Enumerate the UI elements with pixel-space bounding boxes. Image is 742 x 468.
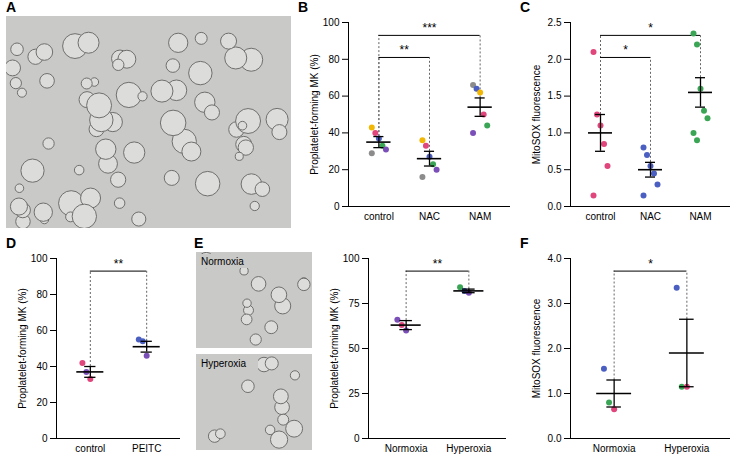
svg-text:2.0: 2.0 (548, 343, 562, 354)
svg-text:Normoxia: Normoxia (385, 443, 428, 454)
svg-text:Hyperoxia: Hyperoxia (446, 443, 491, 454)
html-text:B: B (298, 0, 309, 15)
svg-text:20: 20 (328, 164, 340, 175)
svg-text:1.0: 1.0 (548, 127, 562, 138)
svg-text:***: *** (422, 21, 436, 35)
html-text:A: A (6, 0, 17, 15)
svg-text:*: * (623, 43, 628, 57)
svg-text:25: 25 (348, 388, 360, 399)
svg-text:Normoxia: Normoxia (593, 443, 636, 454)
svg-text:*: * (648, 21, 653, 35)
svg-text:Proplatelet-forming MK (%): Proplatelet-forming MK (%) (329, 288, 340, 409)
svg-text:Hyperoxia: Hyperoxia (201, 358, 246, 369)
svg-text:0: 0 (334, 201, 340, 212)
svg-text:60: 60 (36, 325, 48, 336)
svg-text:100: 100 (343, 253, 360, 264)
svg-text:control: control (585, 211, 615, 222)
html-text:E: E (194, 235, 204, 251)
svg-text:Hyperoxia: Hyperoxia (664, 443, 709, 454)
svg-text:0: 0 (354, 433, 360, 444)
html-text:F: F (520, 235, 529, 251)
svg-text:MitoSOX fluorescence: MitoSOX fluorescence (531, 298, 542, 398)
svg-text:1.0: 1.0 (548, 388, 562, 399)
svg-text:40: 40 (328, 127, 340, 138)
svg-text:Proplatelet-forming MK (%): Proplatelet-forming MK (%) (309, 54, 320, 175)
svg-text:NAM: NAM (469, 211, 491, 222)
svg-text:*: * (648, 257, 653, 271)
svg-text:2.0: 2.0 (548, 54, 562, 65)
svg-text:Normoxia: Normoxia (201, 256, 244, 267)
svg-text:1.5: 1.5 (548, 90, 562, 101)
svg-text:**: ** (114, 257, 124, 271)
svg-text:NAC: NAC (419, 211, 440, 222)
svg-text:80: 80 (328, 54, 340, 65)
svg-text:MitoSOX fluorescence: MitoSOX fluorescence (531, 64, 542, 164)
svg-text:NAM: NAM (689, 211, 711, 222)
svg-text:4.0: 4.0 (548, 253, 562, 264)
svg-text:**: ** (400, 43, 410, 57)
svg-text:60: 60 (328, 90, 340, 101)
svg-text:0.0: 0.0 (548, 433, 562, 444)
svg-text:3.0: 3.0 (548, 298, 562, 309)
svg-text:50: 50 (348, 343, 360, 354)
svg-text:0: 0 (42, 433, 48, 444)
svg-text:100: 100 (323, 17, 340, 28)
svg-text:Proplatelet-forming MK (%): Proplatelet-forming MK (%) (17, 288, 28, 409)
svg-text:PEITC: PEITC (132, 443, 161, 454)
html-text:C: C (520, 0, 531, 15)
svg-text:75: 75 (348, 298, 360, 309)
svg-text:2.5: 2.5 (548, 17, 562, 28)
svg-text:**: ** (433, 257, 443, 271)
svg-text:control: control (75, 443, 105, 454)
svg-text:80: 80 (36, 289, 48, 300)
svg-text:NAC: NAC (640, 211, 661, 222)
html-text:D: D (6, 235, 17, 251)
svg-text:0.0: 0.0 (548, 201, 562, 212)
svg-text:20: 20 (36, 397, 48, 408)
svg-text:control: control (364, 211, 394, 222)
svg-text:0.5: 0.5 (548, 164, 562, 175)
svg-text:100: 100 (31, 253, 48, 264)
svg-text:40: 40 (36, 361, 48, 372)
